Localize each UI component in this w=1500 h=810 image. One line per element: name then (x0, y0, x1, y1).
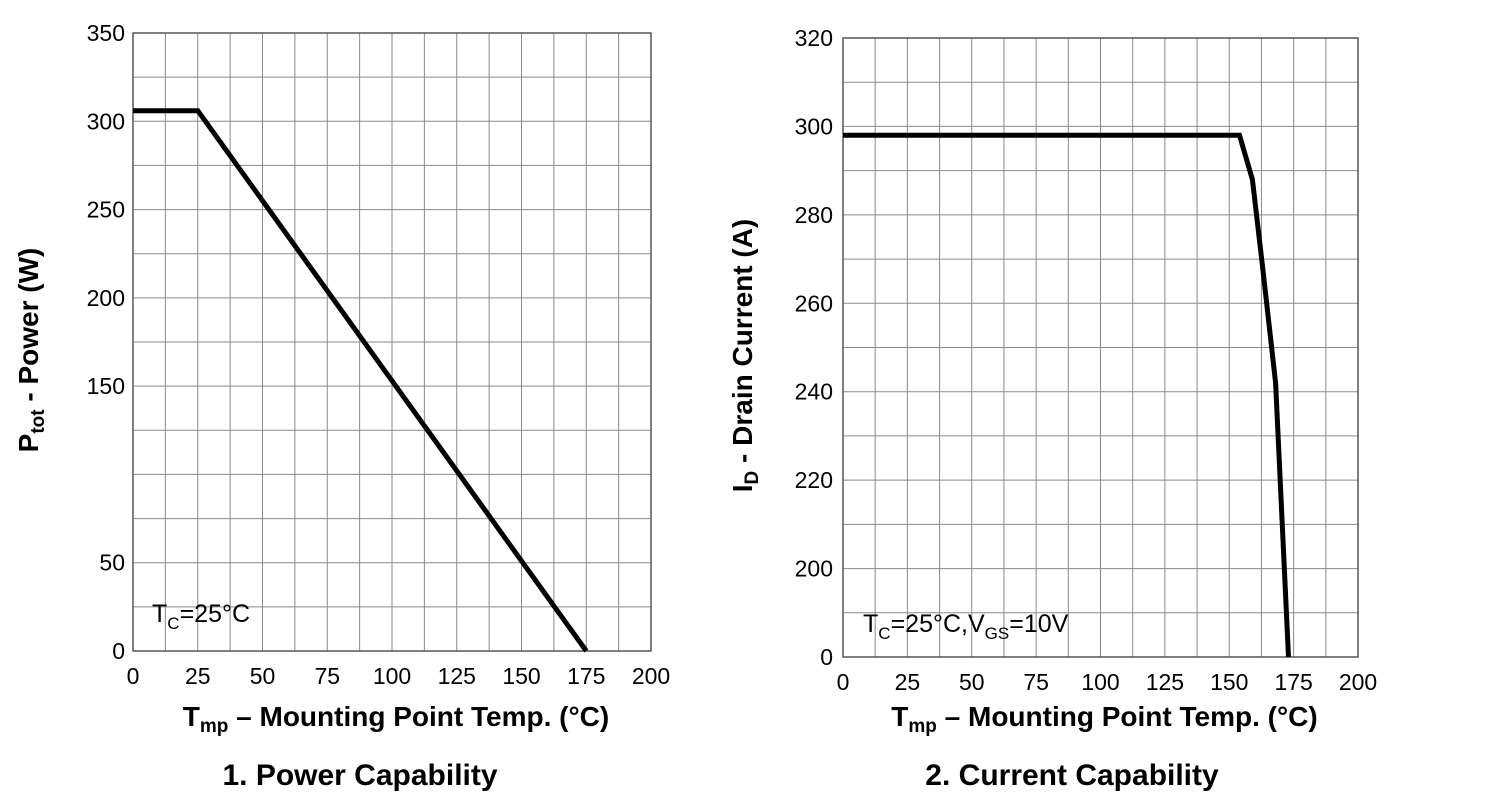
y-tick-label: 300 (87, 108, 125, 134)
y-tick-label: 240 (795, 379, 833, 405)
x-tick-label: 175 (567, 663, 605, 689)
y-tick-label: 300 (795, 113, 833, 139)
x-tick-label: 25 (185, 663, 211, 689)
chart-title: 1. Power Capability (222, 759, 497, 792)
x-tick-label: 0 (837, 669, 850, 695)
y-tick-label: 50 (99, 550, 125, 576)
x-tick-label: 150 (502, 663, 540, 689)
grid-lines (842, 37, 1359, 658)
condition-annotation: TC=25°C (152, 600, 250, 633)
x-axis-title: Tmp – Mounting Point Temp. (°C) (891, 701, 1317, 737)
y-tick-label: 0 (820, 644, 833, 670)
series-line-ID (843, 132, 1291, 658)
x-tick-label: 200 (1339, 669, 1377, 695)
x-tick-label: 75 (314, 663, 340, 689)
y-tick-label: 200 (795, 556, 833, 582)
x-tick-label: 125 (1146, 669, 1184, 695)
y-tick-label: 350 (87, 20, 125, 46)
x-tick-label: 200 (632, 663, 670, 689)
x-tick-label: 150 (1210, 669, 1248, 695)
y-axis-title: ID - Drain Current (A) (727, 219, 763, 493)
x-tick-label: 0 (127, 663, 140, 689)
x-tick-label: 175 (1274, 669, 1312, 695)
chart-current: 0 25 50 75 100 125 150 175 200 0 200 220 240 260 280 30… (727, 25, 1377, 792)
x-axis-title: Tmp – Mounting Point Temp. (°C) (183, 701, 609, 737)
y-tick-label: 200 (87, 285, 125, 311)
x-tick-label: 75 (1023, 669, 1049, 695)
plot-frame (132, 32, 652, 652)
plot-frame (842, 37, 1359, 658)
y-tick-label: 260 (795, 290, 833, 316)
y-tick-label: 150 (87, 373, 125, 399)
chart-power: 0 25 50 75 100 125 150 175 200 0 50 150 200 250 300 350… (13, 20, 670, 792)
chart-title: 2. Current Capability (925, 759, 1219, 792)
y-axis-title: Ptot - Power (W) (13, 248, 49, 453)
y-tick-label: 250 (87, 197, 125, 223)
y-tick-label: 220 (795, 467, 833, 493)
y-tick-label: 280 (795, 202, 833, 228)
x-tick-label: 100 (373, 663, 411, 689)
y-tick-label: 0 (112, 638, 125, 664)
series-line-Ptot (133, 108, 589, 653)
x-tick-label: 125 (438, 663, 476, 689)
x-tick-label: 50 (250, 663, 276, 689)
x-tick-label: 50 (959, 669, 985, 695)
x-tick-label: 25 (895, 669, 921, 695)
x-tick-label: 100 (1081, 669, 1119, 695)
y-tick-label: 320 (795, 25, 833, 51)
condition-annotation: TC=25°C,VGS=10V (863, 610, 1069, 643)
